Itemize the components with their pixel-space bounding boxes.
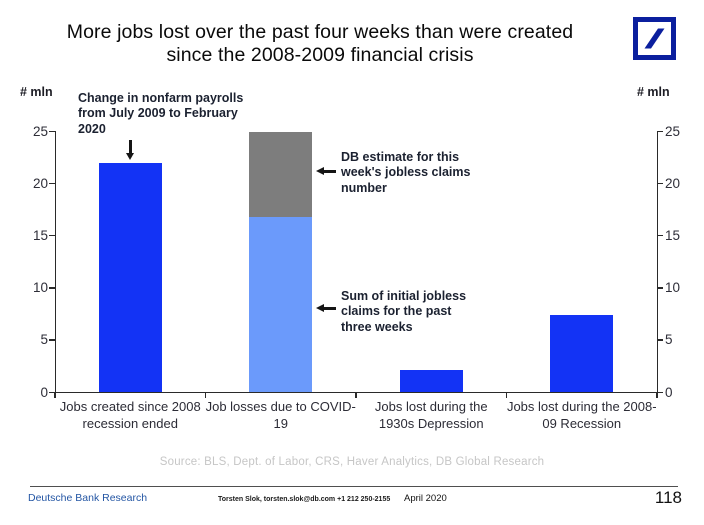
y-axis-tick — [49, 182, 55, 185]
category-label: Jobs lost during the 1930s Depression — [374, 399, 488, 431]
category-label: Jobs lost during the 2008-09 Recession — [506, 399, 657, 431]
x-axis-tick — [54, 392, 56, 398]
y-axis-tick — [657, 339, 663, 341]
deutsche-bank-logo — [633, 17, 676, 60]
bar-segment-1-0 — [249, 216, 313, 392]
y-axis-tick-label: 15 — [665, 227, 681, 243]
y-axis-tick-label: 10 — [32, 280, 48, 296]
y-axis-right — [656, 131, 658, 392]
footer-contact: Torsten Slok, torsten.slok@db.com +1 212… — [218, 496, 391, 503]
bar-segment-3-0 — [550, 314, 614, 392]
y-axis-tick — [49, 339, 55, 341]
y-axis-tick — [657, 234, 663, 237]
y-axis-unit-label-left: # mln — [20, 85, 53, 99]
y-axis-tick-label: 20 — [665, 175, 681, 191]
page-number: 118 — [654, 488, 682, 507]
bar-segment-1-1 — [249, 132, 313, 217]
arrow-down-icon — [126, 140, 135, 160]
annotation-nonfarm-payrolls: Change in nonfarm payrolls from July 200… — [78, 91, 244, 136]
y-axis-tick — [657, 182, 663, 185]
y-axis-tick-label: 5 — [665, 332, 673, 348]
x-axis-tick — [204, 392, 207, 398]
chart-title: More jobs lost over the past four weeks … — [66, 21, 574, 67]
annotation-jobless-claims-sum: Sum of initial jobless claims for the pa… — [341, 289, 467, 334]
category-label: Jobs created since 2008 recession ended — [59, 399, 201, 431]
y-axis-tick-label: 0 — [40, 384, 48, 400]
y-axis-tick-label: 0 — [665, 384, 673, 400]
y-axis-tick — [657, 391, 663, 393]
y-axis-tick — [49, 234, 55, 237]
y-axis-unit-label-right: # mln — [637, 85, 670, 99]
x-axis-tick — [355, 392, 357, 398]
footer-date: April 2020 — [404, 493, 447, 504]
y-axis-tick-label: 5 — [40, 332, 48, 348]
arrow-left-icon — [316, 304, 336, 313]
y-axis-tick — [657, 130, 663, 132]
y-axis-tick — [49, 391, 55, 393]
y-axis-tick-label: 25 — [665, 123, 681, 139]
category-label: Job losses due to COVID-19 — [205, 399, 356, 431]
bar-segment-2-0 — [399, 370, 463, 392]
y-axis-tick — [49, 287, 55, 289]
annotation-db-estimate: DB estimate for this week's jobless clai… — [341, 150, 471, 195]
bar-segment-0-0 — [98, 163, 162, 392]
x-axis-tick — [505, 392, 508, 398]
y-axis-tick-label: 15 — [32, 227, 48, 243]
y-axis-tick — [49, 130, 55, 132]
y-axis-left — [54, 131, 56, 392]
source-line: Source: BLS, Dept. of Labor, CRS, Haver … — [159, 456, 545, 468]
y-axis-tick — [657, 287, 663, 289]
footer-brand: Deutsche Bank Research — [28, 492, 148, 504]
deutsche-bank-logo-icon — [633, 17, 676, 60]
x-axis-tick — [656, 392, 658, 398]
footer-divider — [30, 486, 678, 487]
arrow-left-icon — [316, 167, 336, 176]
y-axis-tick-label: 25 — [32, 123, 48, 139]
y-axis-tick-label: 10 — [665, 280, 681, 296]
y-axis-tick-label: 20 — [32, 175, 48, 191]
